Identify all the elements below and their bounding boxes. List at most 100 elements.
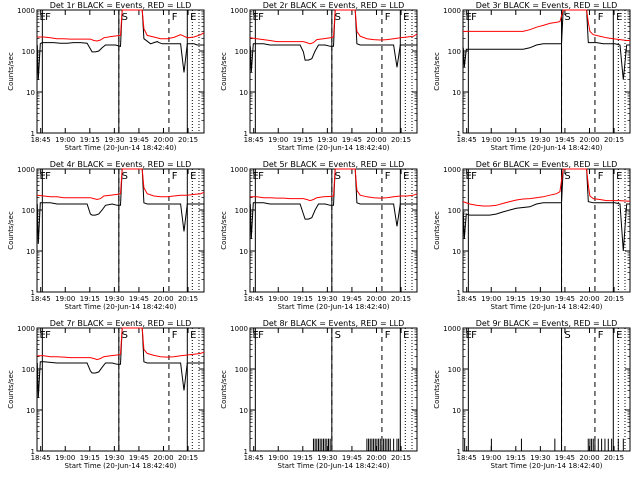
x-tick-label: 19:30 — [317, 295, 337, 303]
segment-letter: F — [45, 330, 51, 341]
y-axis-label: Counts/sec — [7, 52, 15, 91]
x-axis-label: Start Time (20-Jun-14 18:42:40) — [65, 462, 177, 470]
segment-letter: F — [45, 12, 51, 23]
x-tick-label: 20:00 — [153, 295, 173, 303]
segment-letter: F — [385, 171, 391, 182]
y-tick-label: 10 — [26, 89, 35, 97]
x-tick-label: 20:00 — [579, 454, 599, 462]
y-tick-label: 10 — [452, 248, 461, 256]
segment-letter: F — [598, 12, 604, 23]
segment-letter: E — [40, 12, 46, 23]
panel-9: Det 9r BLACK = Events, RED = LLD 1000 100 1… — [433, 319, 631, 470]
events-series-line — [36, 9, 204, 80]
segment-letter: S — [564, 12, 570, 23]
x-tick-label: 19:00 — [481, 136, 501, 144]
events-series-line — [249, 168, 417, 239]
x-tick-label: 19:30 — [530, 295, 550, 303]
x-tick-label: 19:00 — [55, 454, 75, 462]
x-tick-label: 20:00 — [366, 136, 386, 144]
panel-6: Det 6r BLACK = Events, RED = LLD 1000 100 1… — [433, 160, 631, 311]
segment-letter: E — [466, 171, 472, 182]
segment-letter: E — [616, 330, 622, 341]
x-tick-label: 20:00 — [153, 454, 173, 462]
x-tick-label: 19:30 — [317, 454, 337, 462]
y-tick-label: 10 — [26, 407, 35, 415]
y-tick-label: 1 — [457, 448, 461, 456]
panel-2: Det 2r BLACK = Events, RED = LLD 1000 100 1… — [220, 1, 418, 152]
segment-letter: E — [466, 12, 472, 23]
y-tick-label: 100 — [22, 366, 35, 374]
x-axis-label: Start Time (20-Jun-14 18:42:40) — [278, 303, 390, 311]
panel-title: Det 9r BLACK = Events, RED = LLD — [476, 319, 618, 328]
x-tick-label: 19:15 — [80, 454, 100, 462]
segment-letter: F — [385, 12, 391, 23]
y-tick-label: 1 — [457, 289, 461, 297]
plot-frame — [462, 9, 631, 134]
x-tick-label: 18:45 — [31, 295, 51, 303]
x-axis-label: Start Time (20-Jun-14 18:42:40) — [278, 144, 390, 152]
y-tick-label: 100 — [235, 207, 248, 215]
y-tick-label: 1 — [244, 130, 248, 138]
x-tick-label: 19:45 — [342, 295, 362, 303]
x-tick-label: 18:45 — [457, 295, 477, 303]
segment-letter: E — [190, 171, 196, 182]
y-axis-label: Counts/sec — [220, 52, 228, 91]
panel-4: Det 4r BLACK = Events, RED = LLD 1000 100 1… — [7, 160, 205, 311]
y-tick-label: 10 — [239, 89, 248, 97]
events-series-line — [462, 9, 630, 80]
lld-series-line — [36, 168, 205, 201]
panel-8: Det 8r BLACK = Events, RED = LLD 1000 100 1… — [220, 319, 418, 470]
events-series-line — [36, 327, 204, 398]
y-tick-label: 1 — [31, 289, 35, 297]
x-tick-label: 20:15 — [391, 136, 411, 144]
segment-letter: F — [471, 12, 477, 23]
x-tick-label: 19:45 — [129, 295, 149, 303]
segment-letter: E — [466, 330, 472, 341]
x-tick-label: 18:45 — [31, 454, 51, 462]
events-series-line — [249, 9, 417, 73]
panel-title: Det 2r BLACK = Events, RED = LLD — [263, 1, 405, 10]
x-tick-label: 19:45 — [555, 136, 575, 144]
x-tick-label: 19:15 — [80, 295, 100, 303]
segment-letter: S — [335, 171, 341, 182]
segment-letter: F — [172, 330, 178, 341]
x-tick-label: 19:00 — [268, 136, 288, 144]
events-series-line — [462, 168, 630, 252]
x-tick-label: 18:45 — [457, 454, 477, 462]
x-tick-label: 18:45 — [244, 295, 264, 303]
panel-title: Det 7r BLACK = Events, RED = LLD — [50, 319, 192, 328]
x-tick-label: 19:00 — [55, 295, 75, 303]
segment-letter: F — [471, 330, 477, 341]
segment-letter: E — [190, 330, 196, 341]
panel-title: Det 6r BLACK = Events, RED = LLD — [476, 160, 618, 169]
x-tick-label: 19:30 — [530, 454, 550, 462]
x-tick-label: 19:45 — [342, 136, 362, 144]
segment-letter: F — [598, 330, 604, 341]
y-axis-label: Counts/sec — [433, 52, 441, 91]
panel-1: Det 1r BLACK = Events, RED = LLD 1000 100 1… — [7, 1, 205, 152]
panel-title: Det 4r BLACK = Events, RED = LLD — [50, 160, 192, 169]
segment-letter: F — [172, 171, 178, 182]
segment-letter: E — [403, 330, 409, 341]
segment-letter: F — [258, 12, 264, 23]
y-tick-label: 10 — [239, 407, 248, 415]
y-tick-label: 1000 — [17, 325, 35, 333]
y-tick-label: 1000 — [443, 325, 461, 333]
segment-letter: E — [40, 171, 46, 182]
y-axis-label: Counts/sec — [220, 370, 228, 409]
segment-letter: F — [45, 171, 51, 182]
segment-letter: S — [335, 12, 341, 23]
x-tick-label: 18:45 — [244, 454, 264, 462]
x-tick-label: 20:00 — [579, 295, 599, 303]
y-tick-label: 1 — [244, 448, 248, 456]
lld-series-line — [37, 9, 205, 42]
segment-letter: E — [253, 171, 259, 182]
panel-title: Det 8r BLACK = Events, RED = LLD — [263, 319, 405, 328]
segment-letter: F — [258, 330, 264, 341]
y-tick-label: 100 — [22, 207, 35, 215]
y-axis-label: Counts/sec — [220, 211, 228, 250]
x-axis-label: Start Time (20-Jun-14 18:42:40) — [491, 303, 603, 311]
x-tick-label: 19:45 — [129, 136, 149, 144]
plot-frame — [249, 168, 418, 293]
x-tick-label: 20:00 — [366, 295, 386, 303]
